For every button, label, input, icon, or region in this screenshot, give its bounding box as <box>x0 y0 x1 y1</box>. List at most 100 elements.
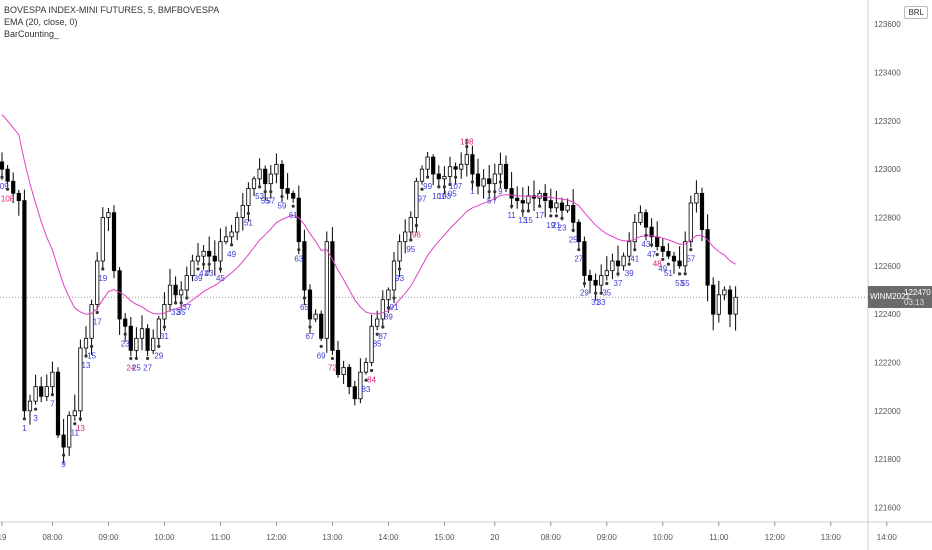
bar-dot <box>650 243 654 247</box>
bar-count-label: 7 <box>493 197 498 206</box>
bar-count-label: 96 <box>412 231 421 240</box>
candle-body <box>526 195 531 204</box>
price-tag-symbol: WINM2021 <box>870 292 911 301</box>
candle-body <box>655 236 660 247</box>
candle-body <box>195 255 201 262</box>
candle-body <box>666 250 671 257</box>
candle-body <box>319 313 324 339</box>
bar-count-label: 45 <box>216 274 225 283</box>
time-tick-label: 10:00 <box>653 533 674 542</box>
bar-dot <box>174 301 178 305</box>
bar-count-label: 53 <box>255 192 264 201</box>
bar-dot <box>582 281 587 286</box>
candle-body <box>587 275 593 281</box>
candle-body <box>61 434 66 448</box>
time-tick-label: 09:00 <box>597 533 618 542</box>
bar-count-label: 95 <box>406 245 415 254</box>
bar-dot <box>521 209 525 213</box>
bar-count-label: 9 <box>498 187 503 196</box>
candle-body <box>67 415 72 448</box>
bar-count-label: 84 <box>367 376 376 385</box>
candle-body <box>11 180 16 194</box>
bar-dot <box>426 175 430 179</box>
bar-dot <box>101 267 105 271</box>
bar-count-label: 25 <box>569 235 578 244</box>
bar-dot <box>162 325 166 329</box>
bar-dot <box>84 354 88 358</box>
bar-count-label: 51 <box>244 218 253 227</box>
bar-count-label: 105 <box>443 189 457 198</box>
candle-body <box>369 325 374 363</box>
bar-dot <box>157 344 161 348</box>
candle-body <box>571 205 576 223</box>
candle-body <box>279 163 285 189</box>
bar-dot <box>683 272 687 276</box>
bar-dot <box>554 214 559 218</box>
bar-dot <box>50 393 55 397</box>
time-tick-label: 13:00 <box>322 533 343 542</box>
bar-count-label: 87 <box>378 332 387 341</box>
time-tick-label: 12:00 <box>765 533 786 542</box>
candle-body <box>733 296 738 315</box>
candle-body <box>576 221 581 243</box>
candle-body <box>683 241 688 267</box>
time-tick-label: 13:00 <box>821 533 842 542</box>
bar-dot <box>414 223 418 228</box>
bar-dot <box>218 267 222 271</box>
bar-dot <box>381 325 385 329</box>
candle-body <box>632 221 637 243</box>
bar-dot <box>129 356 133 361</box>
bar-count-label: 61 <box>289 211 298 220</box>
bar-count-label: 55 <box>261 197 270 206</box>
bar-count-label: 97 <box>418 194 427 203</box>
ema-indicator-label[interactable]: EMA (20, close, 0) <box>4 17 78 27</box>
bar-dot <box>246 211 250 216</box>
bar-dot <box>196 267 200 271</box>
price-tick-label: 122400 <box>874 310 901 319</box>
bar-count-label: 57 <box>266 197 275 206</box>
candle-body <box>156 318 161 339</box>
price-tick-label: 122600 <box>874 262 901 271</box>
candle-body <box>515 197 520 201</box>
candle-body <box>615 260 621 267</box>
candle-body <box>621 255 626 267</box>
price-tick-label: 123200 <box>874 117 901 126</box>
bar-dot <box>661 257 665 261</box>
price-tag-price: 122470 <box>904 288 931 297</box>
candle-body <box>257 168 262 180</box>
candle-body <box>235 217 240 233</box>
bar-count-label: 15 <box>87 351 96 360</box>
bar-dot <box>202 262 206 266</box>
candle-body <box>291 192 296 199</box>
bar-count-label: 67 <box>306 332 315 341</box>
candle-body <box>352 386 357 400</box>
bar-count-label: 41 <box>630 255 639 264</box>
bar-dot <box>230 243 234 247</box>
candle-body <box>716 294 721 315</box>
barcounting-indicator-label[interactable]: BarCounting_ <box>4 29 60 39</box>
candle-body <box>447 166 453 177</box>
candle-body <box>162 304 167 320</box>
bar-count-label: 35 <box>602 289 611 298</box>
bar-count-label: 1 <box>22 424 27 433</box>
bar-dot <box>364 378 368 382</box>
bar-dot <box>616 272 620 276</box>
candle-body <box>184 275 189 291</box>
price-tick-label: 121800 <box>874 455 901 464</box>
bar-count-label: 99 <box>423 182 432 191</box>
bar-dot <box>185 296 189 300</box>
bar-count-label: 27 <box>574 255 583 264</box>
candle-body <box>207 250 212 257</box>
bar-dot <box>34 407 38 411</box>
currency-badge[interactable]: BRL <box>904 6 928 19</box>
candle-body <box>599 275 604 286</box>
bar-count-label: 11 <box>71 429 80 438</box>
candle-body <box>627 241 632 257</box>
candle-body <box>33 386 38 402</box>
candle-body <box>363 362 369 373</box>
bar-dot <box>470 180 474 184</box>
symbol-title[interactable]: BOVESPA INDEX-MINI FUTURES, 5, BMFBOVESP… <box>4 5 220 15</box>
candle-body <box>559 202 565 211</box>
candle-body <box>341 366 346 375</box>
